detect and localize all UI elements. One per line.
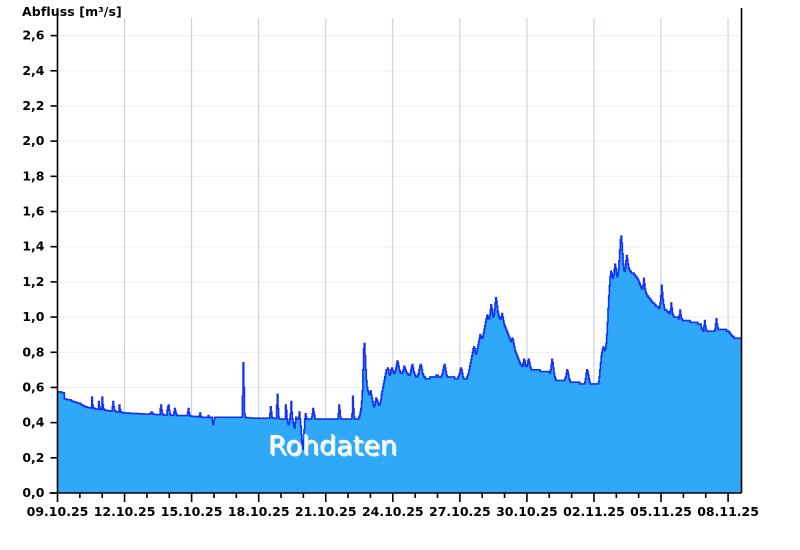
x-tick-label: 24.10.25 xyxy=(362,504,424,519)
y-tick-label: 1,2 xyxy=(22,274,44,289)
y-tick-label: 1,6 xyxy=(22,204,44,219)
x-tick-label: 27.10.25 xyxy=(429,504,491,519)
y-tick-label: 0,4 xyxy=(22,415,44,430)
watermark-shadow: Rohdaten xyxy=(269,432,398,463)
x-axis-ticks: 09.10.25 12.10.25 15.10.25 18.10.25 21.10.25… xyxy=(27,493,759,519)
y-tick-label: 0,6 xyxy=(22,379,44,394)
x-tick-label: 30.10.25 xyxy=(496,504,558,519)
y-tick-label: 1,4 xyxy=(22,239,44,254)
x-tick-label: 02.11.25 xyxy=(563,504,625,519)
y-tick-label: 1,0 xyxy=(22,309,44,324)
axis-frame xyxy=(49,8,743,494)
watermark-label: Rohdaten xyxy=(268,430,397,461)
series-area-fill xyxy=(57,236,742,493)
y-tick-label: 2,6 xyxy=(22,28,44,43)
y-tick-label: 0,8 xyxy=(22,344,44,359)
x-tick-label: 15.10.25 xyxy=(161,504,223,519)
x-tick-label: 08.11.25 xyxy=(697,504,759,519)
y-tick-label: 2,0 xyxy=(22,133,44,148)
y-tick-label: 0,2 xyxy=(22,450,44,465)
x-tick-label: 09.10.25 xyxy=(27,504,89,519)
y-axis-title: Abfluss [m³/s] xyxy=(22,4,122,19)
x-tick-label: 05.11.25 xyxy=(630,504,692,519)
x-tick-label: 18.10.25 xyxy=(228,504,290,519)
y-tick-label: 0,0 xyxy=(22,485,44,500)
y-tick-label: 1,8 xyxy=(22,168,44,183)
series-line xyxy=(57,235,742,450)
y-tick-label: 2,2 xyxy=(22,98,44,113)
x-tick-label: 21.10.25 xyxy=(295,504,357,519)
y-tick-label: 2,4 xyxy=(22,63,44,78)
y-axis-ticks: 0,0 0,2 0,4 0,6 0,8 1,0 1,2 1,4 1,6 1,8 2,0 2,2 2,4 2… xyxy=(22,28,58,500)
x-tick-label: 12.10.25 xyxy=(94,504,156,519)
